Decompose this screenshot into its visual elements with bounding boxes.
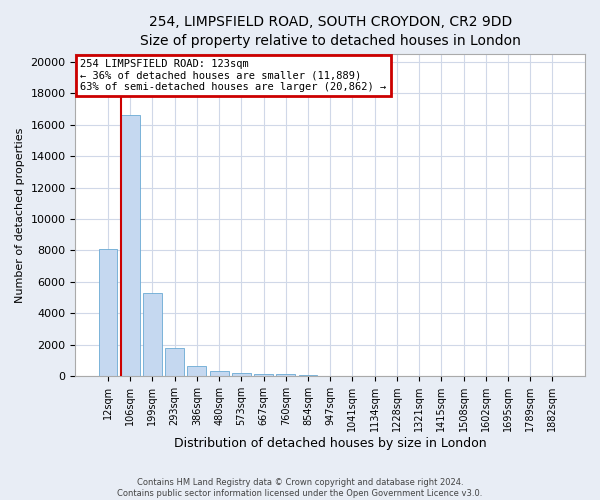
Bar [254, 374, 273, 376]
Bar [209, 371, 229, 376]
Text: 254 LIMPSFIELD ROAD: 123sqm
← 36% of detached houses are smaller (11,889)
63% of: 254 LIMPSFIELD ROAD: 123sqm ← 36% of det… [80, 58, 387, 92]
Bar [277, 374, 295, 376]
Bar [165, 348, 184, 376]
Title: 254, LIMPSFIELD ROAD, SOUTH CROYDON, CR2 9DD
Size of property relative to detach: 254, LIMPSFIELD ROAD, SOUTH CROYDON, CR2… [140, 15, 521, 48]
Text: Contains HM Land Registry data © Crown copyright and database right 2024.
Contai: Contains HM Land Registry data © Crown c… [118, 478, 482, 498]
Bar [299, 374, 317, 376]
Bar [98, 249, 118, 376]
Y-axis label: Number of detached properties: Number of detached properties [15, 128, 25, 302]
Bar [143, 293, 162, 376]
X-axis label: Distribution of detached houses by size in London: Distribution of detached houses by size … [174, 437, 487, 450]
Bar [187, 366, 206, 376]
Bar [121, 115, 140, 376]
Bar [232, 373, 251, 376]
